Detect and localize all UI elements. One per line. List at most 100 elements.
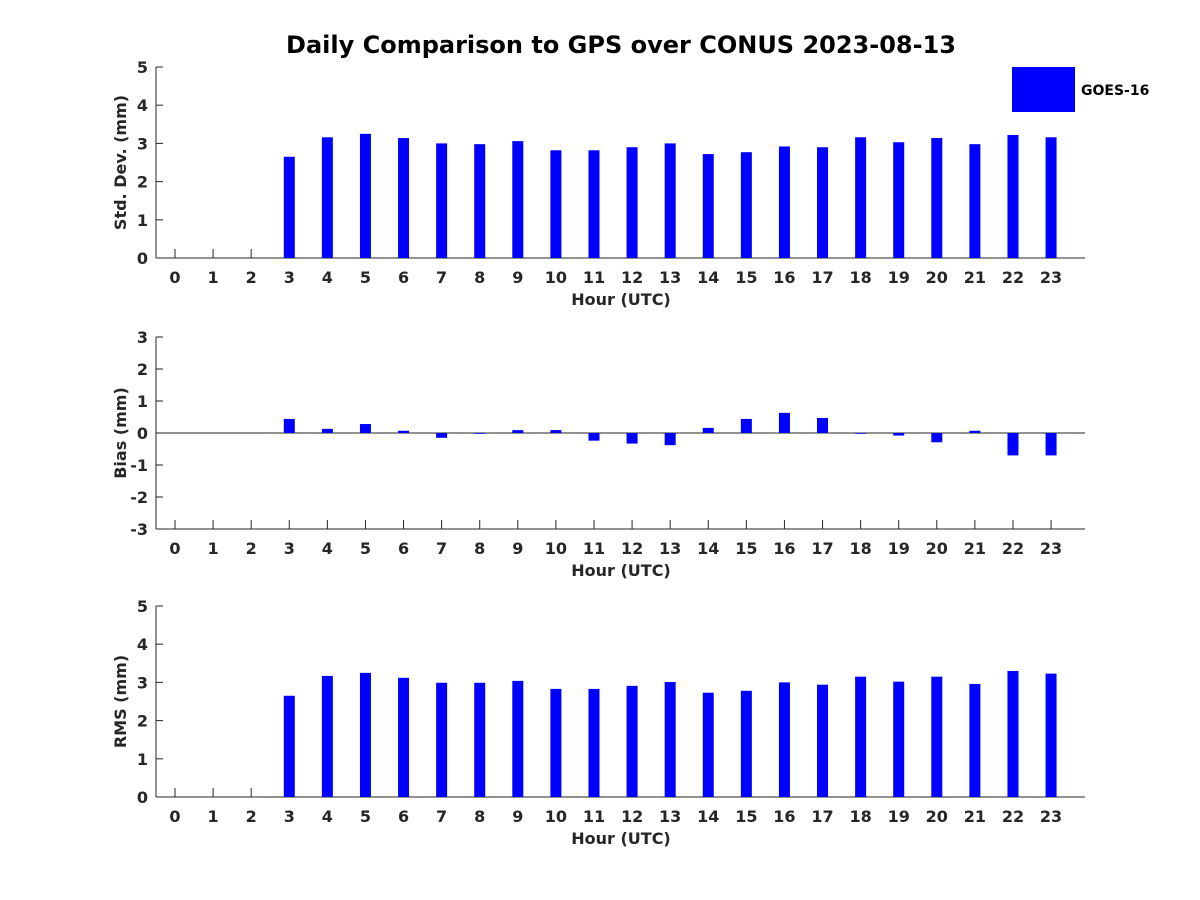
- bar-rms-hour-4: [321, 675, 333, 797]
- bar-rms-hour-22: [1007, 670, 1019, 797]
- bar-std-dev-hour-20: [931, 138, 943, 258]
- x-tick-label: 15: [735, 268, 757, 287]
- bar-std-dev-hour-8: [474, 144, 486, 258]
- bar-rms-hour-17: [817, 684, 829, 797]
- x-tick-label: 5: [360, 268, 371, 287]
- bar-std-dev-hour-18: [855, 137, 867, 258]
- y-tick-label: 1: [137, 392, 148, 411]
- bar-bias-hour-18: [855, 433, 867, 434]
- x-tick-label: 7: [436, 807, 447, 826]
- x-tick-label: 10: [545, 268, 567, 287]
- x-tick-label: 23: [1040, 268, 1062, 287]
- bar-bias-hour-11: [588, 433, 600, 441]
- y-tick-label: 2: [137, 712, 148, 731]
- bar-std-dev-hour-7: [436, 143, 448, 258]
- x-tick-label: 18: [849, 539, 871, 558]
- y-tick-label: -1: [130, 456, 148, 475]
- x-tick-label: 3: [284, 539, 295, 558]
- x-tick-label: 6: [398, 807, 409, 826]
- y-tick-label: 2: [137, 360, 148, 379]
- bar-rms-hour-15: [740, 690, 752, 797]
- bar-bias-hour-21: [969, 430, 981, 433]
- x-tick-label: 4: [322, 807, 333, 826]
- bar-bias-hour-5: [359, 424, 371, 433]
- bar-rms-hour-5: [359, 672, 371, 797]
- x-tick-label: 8: [474, 807, 485, 826]
- bar-std-dev-hour-12: [626, 147, 638, 258]
- x-tick-label: 23: [1040, 539, 1062, 558]
- x-tick-label: 21: [964, 539, 986, 558]
- y-tick-label: 0: [137, 788, 148, 807]
- x-tick-label: 3: [284, 268, 295, 287]
- y-tick-label: 4: [137, 96, 148, 115]
- x-tick-label: 11: [583, 807, 605, 826]
- x-tick-label: 18: [849, 268, 871, 287]
- bar-bias-hour-8: [474, 433, 486, 434]
- y-tick-label: 3: [137, 328, 148, 347]
- x-tick-label: 21: [964, 807, 986, 826]
- bar-std-dev-hour-13: [664, 143, 676, 258]
- x-tick-label: 14: [697, 268, 719, 287]
- bar-rms-hour-23: [1045, 673, 1057, 797]
- x-tick-label: 1: [208, 807, 219, 826]
- bar-std-dev-hour-6: [398, 138, 410, 258]
- x-tick-label: 7: [436, 268, 447, 287]
- x-tick-label: 12: [621, 539, 643, 558]
- x-tick-label: 5: [360, 539, 371, 558]
- bar-std-dev-hour-21: [969, 144, 981, 258]
- bar-bias-hour-9: [512, 430, 524, 433]
- bar-bias-hour-6: [398, 430, 410, 433]
- x-axis-label: Hour (UTC): [571, 561, 671, 580]
- bar-std-dev-hour-11: [588, 150, 600, 258]
- bar-rms-hour-18: [855, 676, 867, 797]
- bar-bias-hour-19: [893, 433, 905, 436]
- x-tick-label: 20: [926, 539, 948, 558]
- x-tick-label: 1: [208, 539, 219, 558]
- bar-rms-hour-9: [512, 680, 524, 797]
- x-tick-label: 16: [773, 268, 795, 287]
- x-tick-label: 19: [888, 539, 910, 558]
- x-tick-label: 19: [888, 807, 910, 826]
- bar-rms-hour-16: [778, 682, 790, 797]
- x-tick-label: 9: [512, 807, 523, 826]
- bar-std-dev-hour-23: [1045, 137, 1057, 258]
- bar-bias-hour-20: [931, 433, 943, 443]
- x-tick-label: 15: [735, 539, 757, 558]
- bar-rms-hour-6: [398, 677, 410, 797]
- x-tick-label: 14: [697, 807, 719, 826]
- bar-bias-hour-15: [740, 418, 752, 433]
- bar-bias-hour-10: [550, 430, 562, 433]
- x-tick-label: 15: [735, 807, 757, 826]
- x-tick-label: 20: [926, 268, 948, 287]
- x-axis-label: Hour (UTC): [571, 290, 671, 309]
- y-tick-label: 5: [137, 58, 148, 77]
- bar-std-dev-hour-4: [321, 137, 333, 258]
- y-axis-label: RMS (mm): [111, 655, 130, 748]
- bar-rms-hour-10: [550, 688, 562, 797]
- bar-rms-hour-19: [893, 681, 905, 797]
- bar-std-dev-hour-17: [817, 147, 829, 258]
- x-tick-label: 3: [284, 807, 295, 826]
- bar-bias-hour-23: [1045, 433, 1057, 456]
- bar-std-dev-hour-16: [778, 146, 790, 258]
- x-tick-label: 6: [398, 268, 409, 287]
- x-tick-label: 2: [246, 807, 257, 826]
- x-tick-label: 22: [1002, 539, 1024, 558]
- bar-bias-hour-22: [1007, 433, 1019, 456]
- bar-std-dev-hour-3: [283, 156, 295, 258]
- y-tick-label: 3: [137, 673, 148, 692]
- bar-bias-hour-14: [702, 427, 714, 433]
- x-tick-label: 0: [169, 807, 180, 826]
- y-tick-label: 0: [137, 424, 148, 443]
- x-tick-label: 17: [811, 807, 833, 826]
- x-tick-label: 21: [964, 268, 986, 287]
- bar-bias-hour-3: [283, 418, 295, 433]
- x-tick-label: 17: [811, 268, 833, 287]
- x-tick-label: 0: [169, 539, 180, 558]
- bar-rms-hour-14: [702, 692, 714, 797]
- bar-rms-hour-8: [474, 682, 486, 797]
- y-tick-label: 2: [137, 173, 148, 192]
